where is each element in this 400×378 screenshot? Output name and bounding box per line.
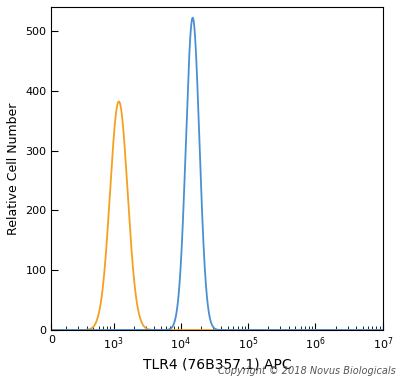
X-axis label: TLR4 (76B357.1) APC: TLR4 (76B357.1) APC [143,357,292,371]
Text: Copyright © 2018 Novus Biologicals: Copyright © 2018 Novus Biologicals [218,366,396,376]
Y-axis label: Relative Cell Number: Relative Cell Number [7,102,20,235]
